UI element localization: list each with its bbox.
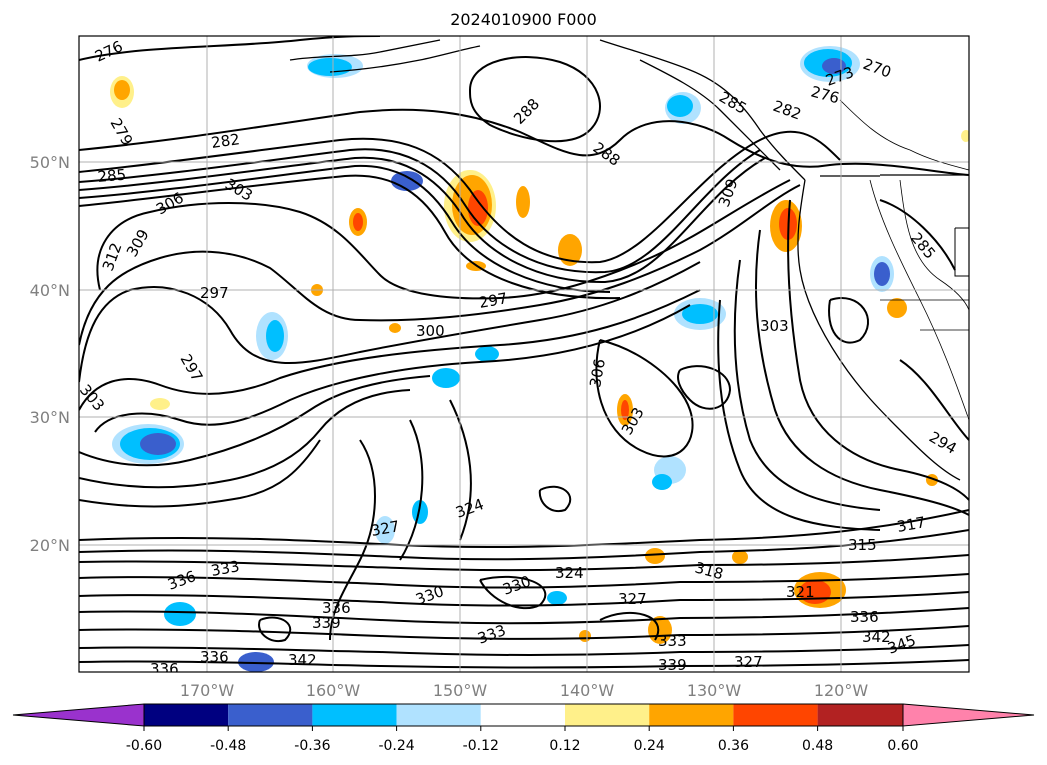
colorbar-tick-label: -0.24 [378, 738, 414, 754]
contour-label: 336 [850, 608, 879, 626]
contour-label: 327 [370, 517, 401, 540]
colorbar-tick-label: 0.24 [634, 738, 665, 754]
contour-label: 321 [786, 583, 815, 601]
contour-label: 297 [200, 284, 229, 302]
colorbar-tick-label: 0.60 [887, 738, 918, 754]
contour-label: 327 [618, 590, 647, 608]
lat-label-20n: 20°N [30, 536, 70, 555]
colorbar-tick-label: 0.48 [802, 738, 833, 754]
colorbar-tick-label: 0.12 [549, 738, 580, 754]
contour-label: 339 [312, 614, 341, 632]
contour-label: 336 [150, 660, 179, 678]
graticule [79, 36, 969, 672]
colorbar-extend-low [12, 703, 145, 727]
map-title: 2024010900 F000 [450, 10, 597, 29]
lon-label-140w: 140°W [560, 681, 615, 700]
colorbar-frame [143, 703, 904, 727]
colorbar-swatch [228, 704, 313, 726]
colorbar-tick-label: -0.12 [463, 738, 499, 754]
contour-label: 336 [200, 648, 229, 666]
colorbar-swatch [733, 704, 818, 726]
contour-label: 342 [288, 651, 317, 669]
contour-label: 297 [478, 289, 509, 312]
lat-label-40n: 40°N [30, 281, 70, 300]
contour-label: 333 [658, 632, 687, 650]
colorbar-swatch [312, 704, 397, 726]
contour-label: 327 [734, 653, 763, 671]
contour-label: 333 [210, 557, 241, 580]
coastlines [289, 39, 969, 481]
colorbar-swatch [565, 704, 650, 726]
colorbar-swatch [144, 704, 229, 726]
lon-label-130w: 130°W [687, 681, 742, 700]
contour-label: 315 [848, 536, 877, 554]
lon-label-170w: 170°W [180, 681, 235, 700]
contour-label: 303 [760, 317, 789, 335]
contour-label: 282 [210, 130, 241, 152]
colorbar: -0.60 -0.48 -0.36 -0.24 -0.12 0.12 0.24 … [12, 703, 1035, 754]
contour-label: 306 [586, 357, 609, 388]
colorbar-tick-label: 0.36 [718, 738, 749, 754]
colorbar-swatch [396, 704, 481, 726]
map-area: 276 279 282 285 303 306 309 312 297 288 … [79, 36, 969, 678]
colorbar-tick-label: -0.36 [294, 738, 330, 754]
lat-label-50n: 50°N [30, 153, 70, 172]
colorbar-swatch [480, 704, 565, 726]
contour-label: 336 [322, 599, 351, 617]
lon-label-120w: 120°W [814, 681, 869, 700]
lat-label-30n: 30°N [30, 408, 70, 427]
colorbar-extend-high [902, 703, 1035, 727]
contour-label: 317 [896, 513, 927, 536]
map-frame [78, 35, 970, 673]
contour-label: 339 [658, 656, 687, 674]
colorbar-tick-label: -0.60 [126, 738, 162, 754]
colorbar-swatch [649, 704, 734, 726]
colorbar-swatch [817, 704, 903, 726]
colorbar-tick-label: -0.48 [210, 738, 246, 754]
contour-label: 300 [416, 322, 445, 340]
colorbar-ticks [143, 726, 904, 731]
contour-label: 285 [97, 166, 127, 186]
contour-label: 324 [555, 564, 584, 582]
lon-label-160w: 160°W [306, 681, 361, 700]
contour-label: 342 [862, 628, 891, 646]
lon-label-150w: 150°W [433, 681, 488, 700]
